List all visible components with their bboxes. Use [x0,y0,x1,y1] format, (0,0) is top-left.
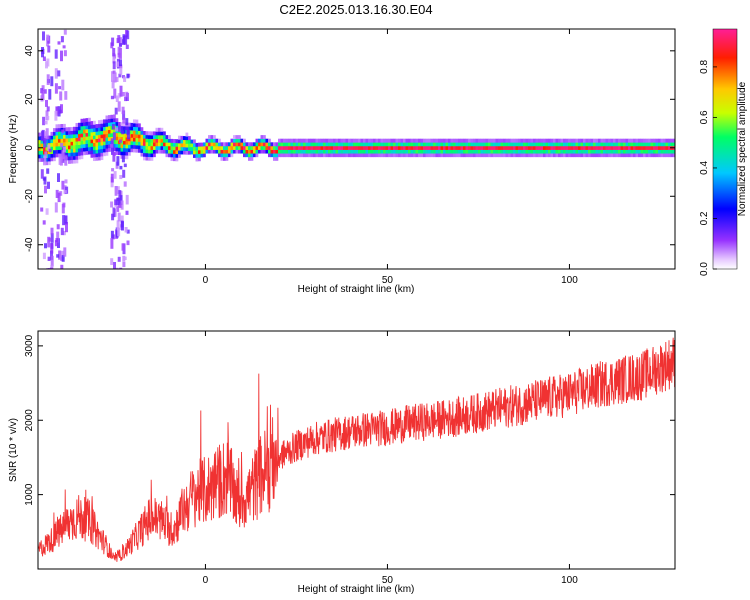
snr-y-tick-label: 2000 [24,409,35,432]
snr-series-line [38,337,675,562]
spectrogram-frame [37,28,676,270]
colorbar-gradient [712,28,738,270]
snr-y-tick-label: 3000 [24,334,35,357]
snr-panel: 0 50 100 1000 2000 3000 Height of straight li… [8,330,676,595]
spectrogram-x-axis-label: Height of straight line (km) [298,284,415,295]
spectrogram-x-tick-label: 100 [561,275,578,286]
colorbar-tick-label: 0.2 [699,211,710,225]
snr-y-axis-label: SNR (10 * v/v) [8,418,19,482]
spectrogram-image [38,29,675,269]
snr-frame [37,330,676,570]
colorbar-tick-label: 0.8 [699,60,710,74]
colorbar-tick-label: 0.4 [699,161,710,175]
spectrogram-x-tick-label: 50 [382,275,394,286]
spectrogram-y-tick-label: -40 [24,237,35,252]
chart-title: C2E2.2025.013.16.30.E04 [279,2,432,17]
spectrogram-panel: 0 50 100 -40 -20 0 20 40 Height of straight lin… [8,28,676,295]
spectrogram-y-tick-label: -20 [24,189,35,204]
colorbar-tick-label: 0.6 [699,110,710,124]
snr-ticks: 0 50 100 1000 2000 3000 [24,331,675,586]
spectrogram-y-tick-label: 20 [24,93,35,105]
colorbar-label: Normalized spectral amplitude [737,81,748,216]
snr-y-tick-label: 1000 [24,483,35,506]
snr-x-axis-label: Height of straight line (km) [298,584,415,595]
colorbar-ticks: 0.0 0.2 0.4 0.6 0.8 [699,60,717,276]
spectrogram-y-tick-label: 0 [24,145,35,151]
snr-x-tick-label: 0 [203,575,209,586]
snr-x-tick-label: 100 [561,575,578,586]
spectrogram-x-tick-label: 0 [203,275,209,286]
spectrogram-y-tick-label: 40 [24,45,35,57]
spectrogram-y-axis-label: Frequency (Hz) [8,115,19,184]
spectrogram-ticks: 0 50 100 -40 -20 0 20 40 [24,29,675,286]
colorbar: 0.0 0.2 0.4 0.6 0.8 Normalized spectral ampl… [699,28,748,276]
snr-series-area [38,337,675,562]
colorbar-tick-label: 0.0 [699,262,710,276]
snr-background [38,331,675,569]
snr-x-tick-label: 50 [382,575,394,586]
